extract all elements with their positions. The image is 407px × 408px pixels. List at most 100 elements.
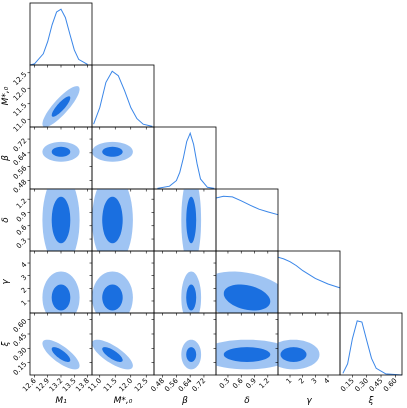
y-tick-label: 0.56 [12, 164, 29, 181]
panel [29, 2, 93, 68]
contour [102, 146, 123, 157]
contour [223, 347, 271, 362]
y-tick-label: 0.45 [12, 332, 29, 349]
contour [186, 196, 197, 244]
y-tick-label: 0.48 [12, 178, 29, 195]
x-tick-label: 4 [323, 376, 332, 385]
x-tick-label: 0.56 [163, 376, 180, 393]
x-tick-label: 3 [310, 377, 319, 386]
y-tick-label: 2 [20, 286, 29, 295]
panel [215, 188, 279, 254]
contour [102, 347, 123, 362]
x-axis-label: β [181, 396, 188, 406]
y-tick-label: 0.6 [15, 223, 29, 237]
density-line [29, 8, 88, 66]
x-tick-label: 0.30 [353, 377, 370, 394]
density-line [342, 320, 403, 376]
contour [51, 96, 71, 117]
panel: 0.480.560.640.72 [12, 126, 93, 195]
x-axis-label: ξ [367, 396, 374, 406]
panel: 0.150.300.450.60 [339, 312, 403, 394]
panel: 11.011.512.012.5 [12, 64, 93, 134]
x-axis-label: δ [244, 396, 250, 406]
panel: 11.011.512.012.5 [86, 312, 155, 394]
x-tick-label: 12.6 [21, 376, 38, 393]
panel-frame [153, 126, 217, 190]
density-line [157, 131, 215, 189]
x-tick-label: 0.72 [191, 377, 208, 394]
y-tick-label: 0.15 [12, 360, 29, 377]
y-axis-label: γ [1, 279, 11, 285]
y-axis-label: δ [1, 217, 11, 223]
y-tick-label: 12.0 [12, 86, 29, 103]
x-tick-label: 12.0 [117, 377, 134, 394]
y-tick-label: 12.5 [12, 71, 29, 88]
x-tick-label: 1 [285, 377, 294, 386]
y-tick-label: 0.3 [15, 237, 29, 251]
x-tick-label: 12.9 [34, 377, 51, 394]
y-tick-label: 11.0 [12, 117, 29, 134]
y-tick-label: 0.60 [12, 317, 29, 334]
x-tick-label: 0.60 [382, 377, 399, 394]
panel: 0.30.60.91.2 [15, 188, 93, 254]
y-tick-label: 1.2 [15, 197, 29, 211]
contour [51, 146, 71, 157]
panel [153, 126, 217, 192]
x-tick-label: 0.48 [149, 377, 166, 394]
x-tick-label: 1.2 [258, 377, 272, 391]
x-tick-label: 0.64 [177, 376, 194, 393]
x-tick-label: 11.5 [102, 377, 119, 394]
y-tick-label: 11.5 [12, 102, 29, 119]
panel-frame [215, 188, 279, 252]
density-line [93, 70, 153, 127]
panel-frame [91, 64, 155, 128]
contour [102, 196, 123, 244]
x-tick-label: 13.2 [48, 377, 65, 394]
panel [151, 188, 217, 254]
contour [280, 347, 307, 362]
x-tick-label: 0.6 [231, 376, 245, 390]
panel [89, 250, 155, 316]
panel [89, 188, 155, 254]
density-line [215, 195, 279, 216]
contour [51, 196, 71, 244]
x-tick-label: 13.5 [61, 377, 78, 394]
y-tick-label: 1 [20, 299, 29, 308]
density-line [277, 256, 341, 289]
y-axis-label: M*,₀ [1, 86, 11, 105]
x-tick-label: 0.9 [244, 377, 258, 391]
x-axis-label: γ [306, 396, 312, 406]
x-tick-label: 2 [297, 377, 306, 386]
y-axis-label: β [1, 155, 11, 162]
y-axis-label: ξ [1, 341, 11, 348]
contour [102, 284, 123, 311]
x-tick-label: 12.5 [133, 377, 150, 394]
y-tick-label: 4 [20, 260, 29, 269]
y-tick-label: 0.72 [12, 137, 29, 154]
panel [213, 250, 279, 316]
y-tick-label: 3 [20, 273, 29, 282]
y-tick-label: 0.30 [12, 346, 29, 363]
panel-frame [29, 2, 93, 66]
contour [186, 347, 197, 362]
contour [186, 284, 197, 311]
x-axis-label: M₁ [55, 396, 67, 406]
panel [91, 64, 155, 130]
x-axis-label: M*,₀ [114, 396, 133, 406]
panel [89, 126, 155, 192]
x-tick-label: 0.45 [368, 377, 385, 394]
x-tick-label: 0.15 [339, 377, 356, 394]
x-tick-label: 0.3 [218, 377, 232, 391]
y-tick-label: 0.64 [12, 150, 29, 167]
panel-frame [29, 312, 93, 376]
panel [277, 250, 341, 316]
contour [51, 284, 71, 311]
panel: 0.480.560.640.72 [149, 312, 217, 394]
y-tick-label: 0.9 [15, 210, 29, 224]
panel: 12.612.913.213.513.80.150.300.450.60 [12, 312, 93, 394]
contour [223, 284, 271, 311]
x-tick-label: 11.0 [86, 377, 103, 394]
